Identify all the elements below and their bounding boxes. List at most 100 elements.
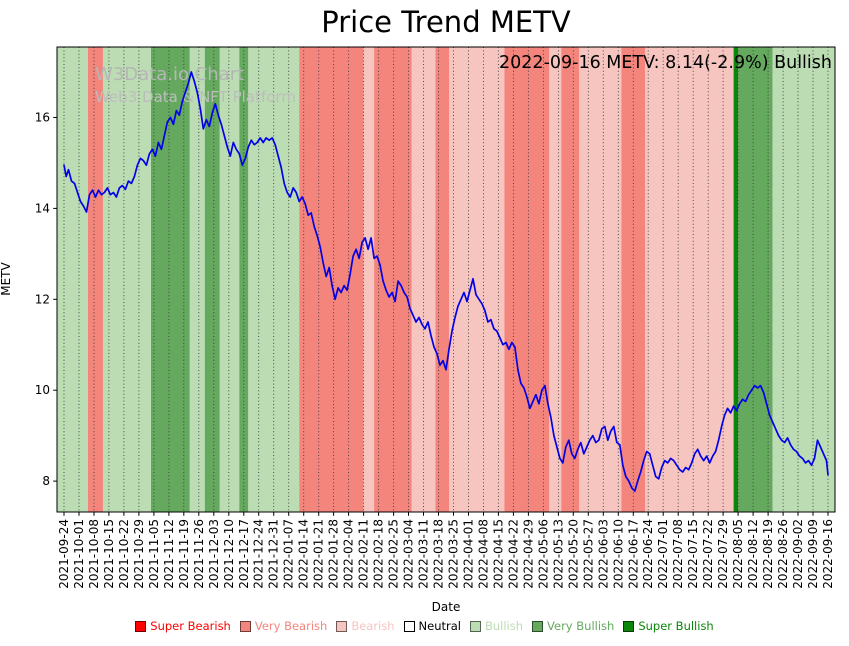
x-tick-label: 2022-07-15 — [686, 519, 700, 589]
price-line-layer — [63, 71, 829, 492]
x-tick-label: 2021-11-05 — [147, 519, 161, 589]
sentiment-band-very-bullish — [239, 47, 249, 512]
sentiment-band-bullish — [189, 47, 205, 512]
x-tick-label: 2022-09-02 — [791, 519, 805, 589]
sentiment-band-very-bearish — [504, 47, 550, 512]
x-tick-label: 2022-01-21 — [312, 519, 326, 589]
legend-swatch — [336, 620, 348, 632]
x-tick-label: 2021-11-12 — [162, 519, 176, 589]
legend-item-bullish: Bullish — [469, 619, 524, 633]
sentiment-band-very-bearish — [374, 47, 412, 512]
sentiment-band-bearish — [363, 47, 375, 512]
x-tick-label: 2022-02-25 — [387, 519, 401, 589]
x-tick-label: 2022-04-22 — [506, 519, 520, 589]
sentiment-band-super-bullish — [733, 47, 739, 512]
x-tick-label: 2021-12-31 — [267, 519, 281, 589]
x-tick-label: 2022-08-05 — [731, 519, 745, 589]
x-tick-label: 2022-02-18 — [372, 519, 386, 589]
y-tick-label: 14 — [35, 201, 50, 215]
chart-title: Price Trend METV — [321, 5, 571, 39]
x-tick-label: 2022-04-15 — [491, 519, 505, 589]
x-tick-label: 2021-10-22 — [117, 519, 131, 589]
legend-swatch — [135, 620, 147, 632]
x-tick-label: 2021-12-24 — [252, 519, 266, 589]
legend-swatch — [623, 620, 635, 632]
sentiment-band-bullish — [772, 47, 835, 512]
sentiment-band-bullish — [57, 47, 88, 512]
x-tick-label: 2022-07-01 — [656, 519, 670, 589]
y-tick-label: 10 — [35, 383, 50, 397]
legend-swatch — [469, 620, 481, 632]
x-tick-label: 2022-02-11 — [357, 519, 371, 589]
x-tick-label: 2022-09-16 — [821, 519, 835, 589]
watermark-line-2: Web3 Data & NFT Platform — [95, 88, 296, 106]
x-tick-label: 2022-05-13 — [551, 519, 565, 589]
sentiment-band-bearish — [411, 47, 436, 512]
sentiment-band-very-bearish — [621, 47, 646, 512]
legend-label: Bearish — [351, 619, 395, 633]
x-tick-label: 2022-07-22 — [701, 519, 715, 589]
x-tick-label: 2021-11-19 — [177, 519, 191, 589]
legend-item-bearish: Bearish — [336, 619, 395, 633]
x-tick-label: 2022-01-28 — [327, 519, 341, 589]
x-tick-label: 2022-09-09 — [806, 519, 820, 589]
x-tick-label: 2021-09-24 — [57, 519, 71, 589]
legend-swatch — [403, 620, 415, 632]
x-tick-label: 2022-03-25 — [447, 519, 461, 589]
x-tick-label: 2022-01-07 — [282, 519, 296, 589]
legend-item-super-bullish: Super Bullish — [623, 619, 714, 633]
x-tick-label: 2022-03-04 — [402, 519, 416, 589]
sentiment-band-very-bearish — [561, 47, 580, 512]
x-tick-label: 2022-05-06 — [536, 519, 550, 589]
legend-label: Super Bullish — [638, 619, 714, 633]
x-tick-label: 2022-08-12 — [746, 519, 760, 589]
legend-label: Super Bearish — [150, 619, 231, 633]
x-tick-label: 2022-03-11 — [417, 519, 431, 589]
x-axis-label: Date — [431, 600, 461, 614]
x-tick-label: 2021-11-26 — [192, 519, 206, 589]
legend-label: Very Bullish — [547, 619, 615, 633]
legend-swatch — [239, 620, 251, 632]
x-tick-label: 2022-03-18 — [432, 519, 446, 589]
latest-value-annotation: 2022-09-16 METV: 8.14(-2.9%) Bullish — [499, 53, 832, 73]
legend-item-neutral: Neutral — [403, 619, 461, 633]
x-tick-label: 2022-04-01 — [462, 519, 476, 589]
x-tick-label: 2022-02-04 — [342, 519, 356, 589]
x-tick-label: 2021-12-03 — [207, 519, 221, 589]
x-tick-label: 2022-06-17 — [626, 519, 640, 589]
sentiment-band-bullish — [248, 47, 300, 512]
sentiment-band-bullish — [219, 47, 240, 512]
sentiment-band-very-bullish — [738, 47, 773, 512]
x-tick-label: 2022-06-10 — [611, 519, 625, 589]
x-tick-label: 2022-08-19 — [761, 519, 775, 589]
x-tick-label: 2021-10-08 — [87, 519, 101, 589]
x-tick-label: 2021-12-17 — [237, 519, 251, 589]
x-tick-label: 2021-12-10 — [222, 519, 236, 589]
y-tick-label: 8 — [42, 474, 50, 488]
y-axis-label: METV — [0, 262, 13, 296]
watermark-line-1: W3Data.io Chart — [95, 64, 244, 85]
x-tick-label: 2022-04-08 — [477, 519, 491, 589]
y-tick-label: 12 — [35, 292, 50, 306]
legend-label: Very Bearish — [254, 619, 328, 633]
x-tick-label: 2022-06-03 — [596, 519, 610, 589]
legend-label: Neutral — [418, 619, 461, 633]
x-tick-label: 2021-10-29 — [132, 519, 146, 589]
sentiment-band-bearish — [645, 47, 734, 512]
sentiment-band-very-bearish — [435, 47, 449, 512]
sentiment-band-bearish — [579, 47, 622, 512]
legend-item-super-bearish: Super Bearish — [135, 619, 231, 633]
legend-item-very-bearish: Very Bearish — [239, 619, 328, 633]
sentiment-band-very-bearish — [88, 47, 103, 512]
x-tick-label: 2022-05-20 — [566, 519, 580, 589]
x-tick-label: 2022-07-08 — [671, 519, 685, 589]
sentiment-bands-layer — [57, 47, 835, 512]
x-tick-label: 2022-01-14 — [297, 519, 311, 589]
legend-label: Bullish — [484, 619, 524, 633]
x-tick-label: 2022-06-24 — [641, 519, 655, 589]
x-tick-label: 2022-08-26 — [776, 519, 790, 589]
sentiment-legend: Super Bearish Very Bearish Bearish Neutral B… — [0, 619, 849, 633]
x-tick-label: 2022-05-27 — [581, 519, 595, 589]
